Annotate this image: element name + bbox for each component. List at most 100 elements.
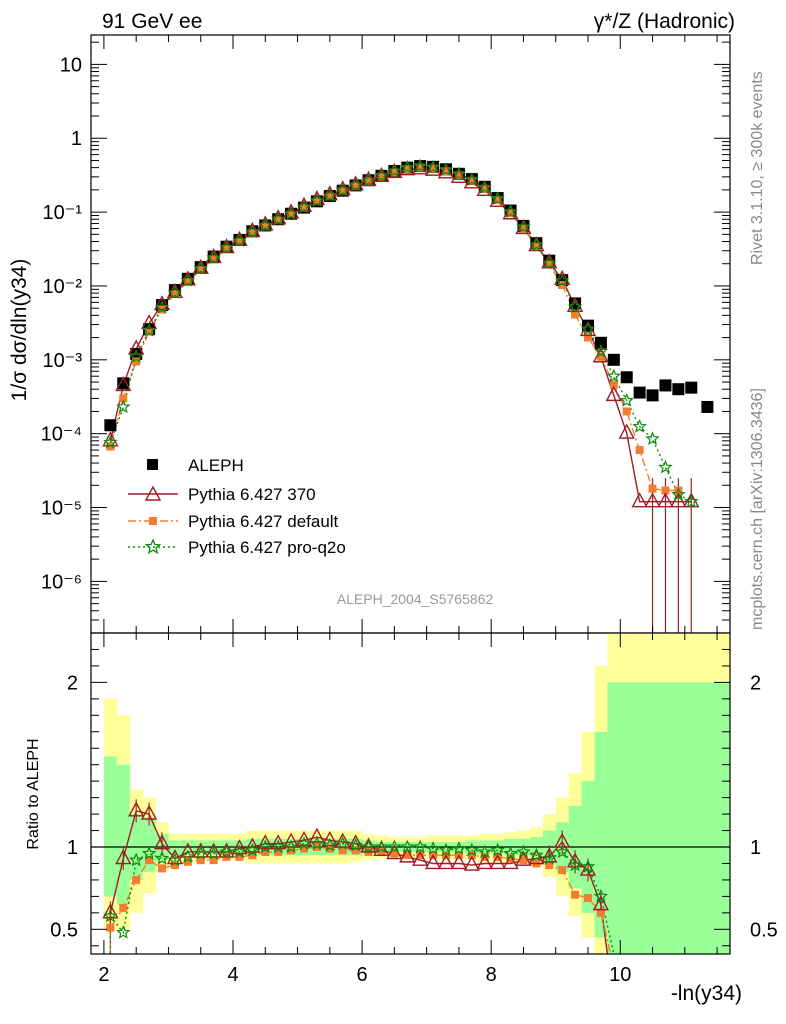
ratio-default-point [145, 856, 154, 865]
ratio-default-point [584, 894, 592, 903]
header-left-label: 91 GeV ee [102, 10, 202, 33]
proq2o-point [400, 160, 415, 174]
default-point [532, 242, 541, 251]
proq2o-point [529, 237, 544, 251]
ratio-370-point [231, 839, 248, 855]
ratio-default-point [274, 847, 283, 856]
x-axis-label: -ln(y34) [671, 982, 742, 1005]
legend-marker-proq2o [144, 538, 162, 555]
default-point [312, 197, 321, 206]
y-tick-label-main: 10 [60, 54, 82, 76]
proq2o-point [464, 172, 479, 186]
ratio-proq2o-point [516, 844, 531, 859]
proq2o-point [141, 322, 157, 337]
ratio-proq2o-point [206, 846, 221, 860]
proq2o-point [193, 261, 208, 275]
header-right-label: γ*/Z (Hadronic) [594, 10, 735, 33]
ratio-proq2o-point [400, 839, 415, 854]
proq2o-point [606, 368, 621, 383]
ratio-proq2o-point [477, 844, 492, 859]
proq2o-point [619, 393, 634, 407]
proq2o-point [258, 217, 273, 232]
legend-label-proq2o: Pythia 6.427 pro-q2o [188, 538, 346, 557]
ratio-370-point [128, 801, 145, 817]
ratio-370-point [153, 834, 171, 850]
aleph-point [117, 377, 130, 390]
aleph-point [569, 297, 582, 310]
ratio-proq2o-point [438, 842, 454, 857]
legend-marker-370 [144, 485, 162, 501]
default-point [571, 310, 580, 319]
ratio-proq2o-point [116, 925, 131, 939]
y-tick-label-main: 10⁻⁵ [41, 498, 82, 520]
proq2o-point [593, 343, 609, 358]
ratio-proq2o-point [361, 839, 376, 854]
proq2o-point [322, 188, 337, 202]
default-point [493, 196, 502, 205]
ratio-proq2o-point [258, 839, 273, 854]
p370-point [605, 385, 622, 402]
p370-point [463, 173, 480, 189]
ratio-default-point [390, 849, 399, 858]
ratio-default-point [235, 852, 244, 861]
default-point [235, 237, 244, 246]
ratio-proq2o-point [129, 852, 144, 867]
main-series-line-1 [109, 168, 692, 503]
y-tick-label-main: 10⁻² [43, 276, 83, 298]
ratio-proq2o-point [542, 850, 557, 865]
ratio-370-point [476, 853, 493, 870]
side-label-bottom: mcplots.cern.ch [arXiv:1306.3436] [749, 388, 766, 630]
ratio-370-point [528, 849, 545, 865]
proq2o-point [658, 459, 673, 474]
ratio-proq2o-point [180, 849, 195, 863]
default-point [467, 176, 476, 185]
ratio-proq2o-point [387, 839, 402, 854]
x-tick-label: 8 [486, 964, 497, 986]
proq2o-point [413, 158, 428, 173]
ratio-default-point [248, 851, 257, 860]
proq2o-point [451, 166, 467, 181]
p370-point [424, 160, 442, 176]
ratio-proq2o-point [529, 847, 544, 862]
legend-label-default: Pythia 6.427 default [188, 512, 339, 531]
ratio-proq2o-point [425, 841, 441, 855]
ratio-default-point [196, 856, 205, 865]
default-point [351, 182, 360, 191]
proq2o-point [154, 300, 170, 314]
ratio-proq2o-point [167, 852, 183, 867]
ratio-370-point [566, 852, 584, 868]
default-point [287, 210, 296, 219]
ratio-band-inner [116, 764, 131, 905]
aleph-point [646, 389, 659, 402]
default-point [209, 255, 218, 264]
main-marks [102, 158, 714, 633]
ratio-default-point [571, 890, 580, 899]
ratio-proq2o-point [490, 842, 505, 857]
p370-point [670, 492, 687, 508]
default-point [609, 380, 618, 389]
default-point [596, 352, 605, 361]
ratio-proq2o-point [141, 846, 157, 860]
ratio-370-point [321, 830, 338, 847]
p370-point [450, 167, 468, 183]
proq2o-point [180, 273, 195, 287]
y-tick-label-ratio: 2 [67, 672, 78, 694]
proq2o-point [167, 285, 183, 299]
aleph-point [685, 381, 698, 394]
ratio-tail-line [600, 912, 612, 955]
p370-point [115, 375, 132, 392]
ratio-370-point [102, 903, 119, 919]
ratio-default-point [106, 923, 115, 932]
ratio-370-point [399, 847, 416, 863]
ratio-default-point [596, 908, 605, 917]
ratio-default-point [351, 846, 360, 855]
proq2o-point [632, 418, 647, 433]
proq2o-point [438, 162, 454, 176]
p370-point [412, 159, 429, 175]
y-tick-label-ratio: 1 [67, 837, 78, 859]
aleph-point [659, 379, 672, 392]
aleph-point [633, 386, 646, 399]
default-point [545, 260, 554, 269]
analysis-label: ALEPH_2004_S5765862 [337, 591, 494, 607]
default-point [364, 177, 373, 186]
